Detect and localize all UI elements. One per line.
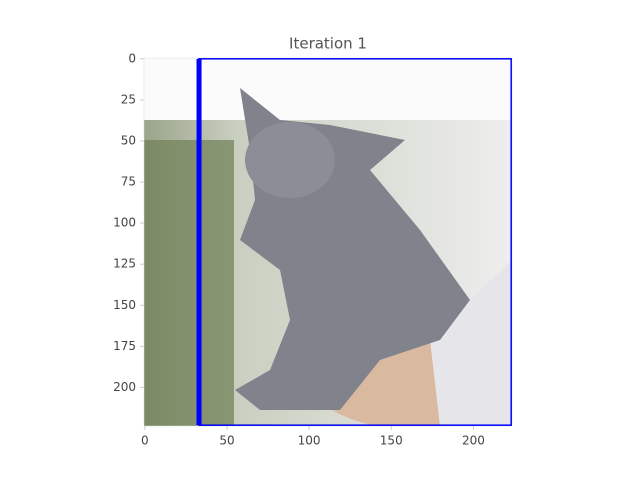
y-tick-label: 100	[113, 216, 136, 230]
y-tick-label: 125	[113, 257, 136, 271]
x-tick-label: 200	[462, 434, 485, 448]
x-tick-label: 50	[219, 434, 234, 448]
axes-frame	[143, 57, 513, 427]
y-tick-label: 0	[128, 51, 136, 65]
y-tick-label: 175	[113, 339, 136, 353]
photo	[144, 58, 512, 426]
x-tick-label: 0	[141, 434, 149, 448]
y-tick-label: 25	[121, 92, 136, 106]
y-tick-label: 75	[121, 175, 136, 189]
x-tick-label: 150	[380, 434, 403, 448]
y-tick-label: 50	[121, 133, 136, 147]
chart-title: Iteration 1	[289, 35, 367, 53]
y-tick-label: 200	[113, 380, 136, 394]
x-tick-label: 100	[298, 434, 321, 448]
y-tick-label: 150	[113, 298, 136, 312]
